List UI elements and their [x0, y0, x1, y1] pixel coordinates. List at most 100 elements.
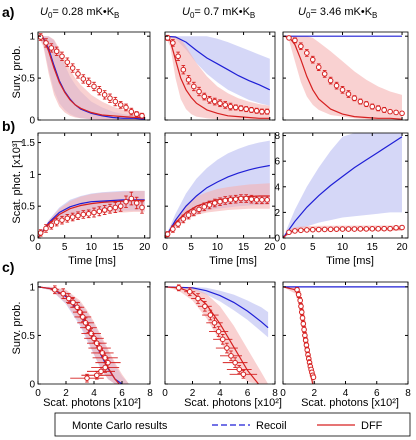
x-tick-label: 10: [212, 242, 224, 253]
recoil-line: [283, 136, 403, 238]
data-point: [180, 66, 187, 73]
panel-label-b: b): [2, 118, 15, 134]
x-tick-label: 6: [374, 388, 380, 399]
x-tick-label: 5: [62, 242, 68, 253]
data-point: [191, 83, 197, 90]
data-point: [253, 197, 260, 203]
data-point: [286, 229, 292, 236]
ylabel-row-b: Scat. phot. [x10³]: [11, 140, 23, 223]
data-point: [298, 309, 305, 315]
data-point: [123, 198, 129, 205]
data-point: [315, 64, 322, 70]
data-point: [117, 203, 124, 209]
data-point: [333, 226, 340, 232]
plot-area: [283, 286, 408, 384]
data-point: [43, 40, 49, 46]
x-tick-label: 4: [217, 388, 223, 399]
data-point: [253, 107, 260, 114]
data-point: [52, 286, 58, 293]
data-point: [238, 195, 244, 202]
ylabel-row-a: Surv. prob.: [11, 46, 23, 99]
data-point: [240, 371, 247, 378]
x-tick-label: 15: [238, 242, 250, 253]
data-point: [85, 211, 92, 217]
x-tick-label: 2: [63, 388, 69, 399]
data-point: [321, 71, 328, 77]
axes-frame: [282, 132, 409, 239]
xlabel-b1: Time [ms]: [68, 255, 116, 267]
data-point: [117, 102, 124, 108]
data-point: [186, 288, 193, 295]
ylabel-row-c: Surv. prob.: [11, 302, 23, 355]
data-point: [232, 359, 238, 366]
data-point: [53, 219, 60, 225]
data-point: [170, 226, 176, 232]
data-point: [211, 200, 218, 206]
data-point: [38, 34, 44, 40]
data-point: [196, 206, 202, 213]
data-point: [69, 65, 76, 71]
data-point: [309, 226, 316, 233]
panel-c3: 0 2 4 6 8: [280, 281, 411, 399]
data-point: [217, 198, 223, 205]
x-tick-label: 0: [35, 242, 41, 253]
y-tick-label: 0.5: [21, 74, 35, 85]
blue-band: [283, 133, 402, 238]
data-point: [196, 88, 202, 95]
y-tick-label: 4: [274, 182, 280, 193]
data-point: [375, 105, 382, 112]
data-point: [85, 324, 92, 331]
data-point: [48, 45, 55, 51]
plot-area: [283, 35, 405, 120]
data-point: [345, 91, 352, 97]
data-point: [286, 35, 292, 41]
data-point: [112, 204, 119, 211]
data-point: [207, 312, 214, 318]
y-tick-label: 1: [29, 282, 35, 293]
y-tick-label: 2: [274, 208, 280, 219]
data-point: [133, 111, 140, 117]
data-point: [175, 285, 182, 291]
y-tick-label: 0: [29, 234, 35, 245]
data-point: [80, 76, 87, 82]
data-point: [43, 225, 49, 232]
x-tick-label: 15: [112, 242, 124, 253]
blue-band: [165, 36, 270, 106]
legend: Monte Carlo results Recoil DFF: [54, 412, 411, 437]
data-point: [75, 71, 81, 77]
data-point: [228, 353, 234, 359]
red-band: [38, 36, 145, 120]
data-point: [112, 98, 119, 105]
data-point: [295, 291, 302, 298]
y-tick-label: 0: [29, 116, 35, 127]
data-point: [59, 53, 65, 60]
y-tick-label: 0: [29, 380, 35, 391]
axes-frame: [37, 132, 151, 239]
y-tick-label: 1: [29, 170, 35, 181]
data-point: [309, 56, 316, 63]
data-point: [292, 228, 298, 234]
red-band: [165, 286, 269, 384]
plot-area: [283, 133, 405, 238]
data-point: [236, 366, 243, 373]
data-point: [98, 368, 104, 375]
data-point: [195, 295, 201, 302]
data-point: [85, 79, 92, 86]
data-point: [304, 227, 310, 233]
data-point: [232, 196, 239, 202]
data-point: [165, 231, 171, 237]
data-point: [59, 217, 65, 223]
data-point: [201, 204, 208, 210]
column-title-3: U0= 3.46 mK•KB: [298, 6, 377, 20]
data-point: [133, 200, 140, 206]
data-point: [123, 104, 129, 111]
panel-a1: 00.51: [21, 31, 151, 127]
data-point: [399, 110, 405, 117]
data-point: [215, 328, 222, 335]
panel-c1: 0 2 4 6 8 0 0.5 1: [21, 281, 153, 399]
legend-recoil-label: Recoil: [256, 420, 287, 432]
x-tick-label: 0: [35, 388, 41, 399]
data-point: [101, 92, 108, 98]
data-point: [248, 196, 255, 202]
